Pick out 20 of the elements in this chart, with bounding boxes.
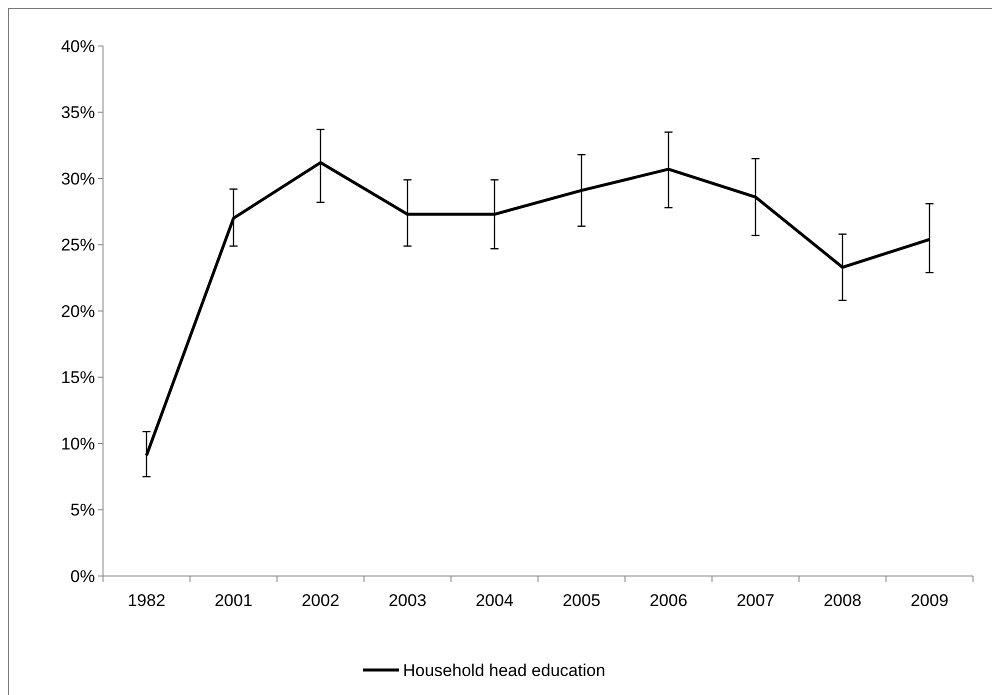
x-tick-label: 2009 xyxy=(910,591,948,610)
y-tick-label: 20% xyxy=(60,302,95,321)
y-tick-label: 35% xyxy=(60,103,95,122)
y-tick-label: 0% xyxy=(70,566,95,586)
x-tick-label: 2004 xyxy=(476,591,514,610)
y-tick-label: 25% xyxy=(60,236,95,255)
x-tick-label: 2005 xyxy=(562,591,600,610)
y-tick-label: 10% xyxy=(60,434,95,454)
y-tick-label: 30% xyxy=(60,169,95,188)
x-tick-label: 2007 xyxy=(736,591,774,610)
x-tick-label: 2001 xyxy=(214,591,252,610)
x-tick-label: 2002 xyxy=(302,591,340,610)
x-tick-label: 2003 xyxy=(388,591,426,610)
x-tick-label: 2008 xyxy=(824,591,862,610)
y-tick-label: 15% xyxy=(60,368,95,388)
y-tick-label: 5% xyxy=(70,500,95,520)
y-tick-label: 40% xyxy=(60,36,95,56)
legend-label: Household head education xyxy=(403,660,606,680)
x-tick-label: 2006 xyxy=(650,591,688,610)
x-tick-label: 1982 xyxy=(128,591,166,610)
